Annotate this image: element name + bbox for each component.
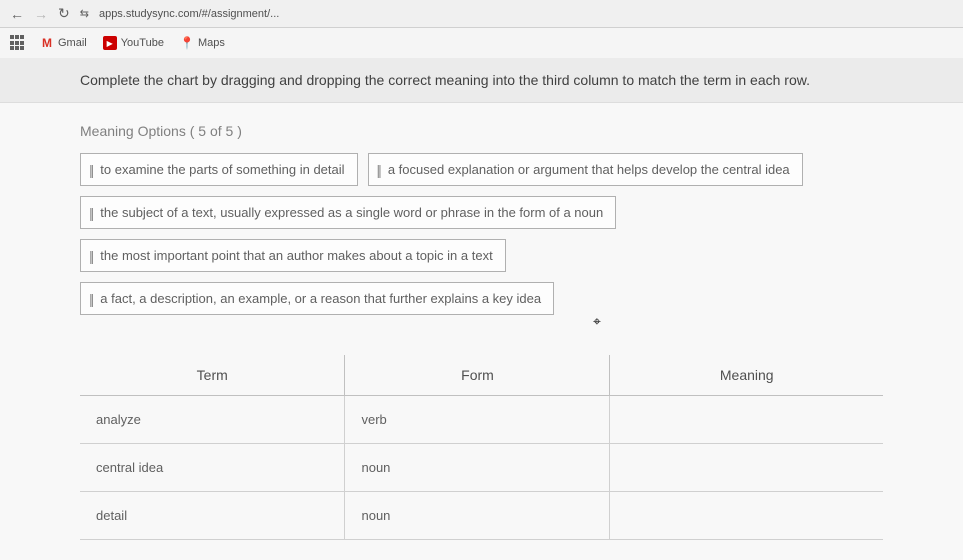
forward-icon[interactable]: →	[34, 6, 48, 22]
option-text: a focused explanation or argument that h…	[388, 162, 790, 177]
back-icon[interactable]: ←	[10, 6, 24, 22]
form-cell: noun	[345, 444, 610, 492]
form-header: Form	[345, 355, 610, 396]
bookmark-label: YouTube	[121, 37, 164, 49]
options-row-1: || to examine the parts of something in …	[80, 153, 883, 186]
content-area: Complete the chart by dragging and dropp…	[0, 58, 963, 560]
meaning-option[interactable]: || the subject of a text, usually expres…	[80, 196, 616, 229]
term-header: Term	[80, 355, 345, 396]
option-text: the most important point that an author …	[100, 248, 492, 263]
bookmarks-bar: M Gmail ▶ YouTube 📍 Maps	[0, 28, 963, 58]
term-cell: central idea	[80, 444, 345, 492]
term-cell: analyze	[80, 396, 345, 444]
bookmark-youtube[interactable]: ▶ YouTube	[103, 36, 164, 50]
drag-handle-icon: ||	[89, 249, 92, 263]
drag-handle-icon: ||	[377, 163, 380, 177]
bookmark-gmail[interactable]: M Gmail	[40, 36, 87, 50]
url-text: apps.studysync.com/#/assignment/...	[99, 8, 279, 20]
youtube-icon: ▶	[103, 36, 117, 50]
term-cell: detail	[80, 492, 345, 540]
options-row-3: || the most important point that an auth…	[80, 239, 883, 315]
table-row: analyze verb	[80, 396, 883, 444]
table-row: detail noun	[80, 492, 883, 540]
drag-handle-icon: ||	[89, 206, 92, 220]
lock-icon: ⇆	[80, 7, 89, 20]
vocab-table: Term Form Meaning analyze verb central i…	[80, 355, 883, 540]
table-row: central idea noun	[80, 444, 883, 492]
meaning-option[interactable]: || to examine the parts of something in …	[80, 153, 358, 186]
form-cell: verb	[345, 396, 610, 444]
reload-icon[interactable]: ↻	[58, 5, 70, 22]
drag-handle-icon: ||	[89, 292, 92, 306]
option-text: a fact, a description, an example, or a …	[100, 291, 541, 306]
maps-icon: 📍	[180, 36, 194, 50]
meaning-cell[interactable]	[610, 492, 883, 540]
option-text: the subject of a text, usually expressed…	[100, 205, 603, 220]
form-cell: noun	[345, 492, 610, 540]
meaning-header: Meaning	[610, 355, 883, 396]
meaning-option[interactable]: || a focused explanation or argument tha…	[368, 153, 803, 186]
meaning-option[interactable]: || the most important point that an auth…	[80, 239, 506, 272]
options-row-2: || the subject of a text, usually expres…	[80, 196, 883, 229]
apps-icon[interactable]	[10, 36, 24, 50]
table-header-row: Term Form Meaning	[80, 355, 883, 396]
meaning-cell[interactable]	[610, 444, 883, 492]
meaning-cell[interactable]	[610, 396, 883, 444]
vocab-table-container: Term Form Meaning analyze verb central i…	[80, 355, 883, 540]
gmail-icon: M	[40, 36, 54, 50]
main-content: Meaning Options ( 5 of 5 ) || to examine…	[0, 103, 963, 560]
meaning-option[interactable]: || a fact, a description, an example, or…	[80, 282, 554, 315]
browser-nav-bar: ← → ↻ ⇆ apps.studysync.com/#/assignment/…	[0, 0, 963, 28]
option-text: to examine the parts of something in det…	[100, 162, 344, 177]
bookmark-label: Maps	[198, 37, 225, 49]
bookmark-maps[interactable]: 📍 Maps	[180, 36, 225, 50]
drag-handle-icon: ||	[89, 163, 92, 177]
options-header: Meaning Options ( 5 of 5 )	[80, 123, 883, 139]
bookmark-label: Gmail	[58, 37, 87, 49]
instruction-text: Complete the chart by dragging and dropp…	[0, 58, 963, 103]
